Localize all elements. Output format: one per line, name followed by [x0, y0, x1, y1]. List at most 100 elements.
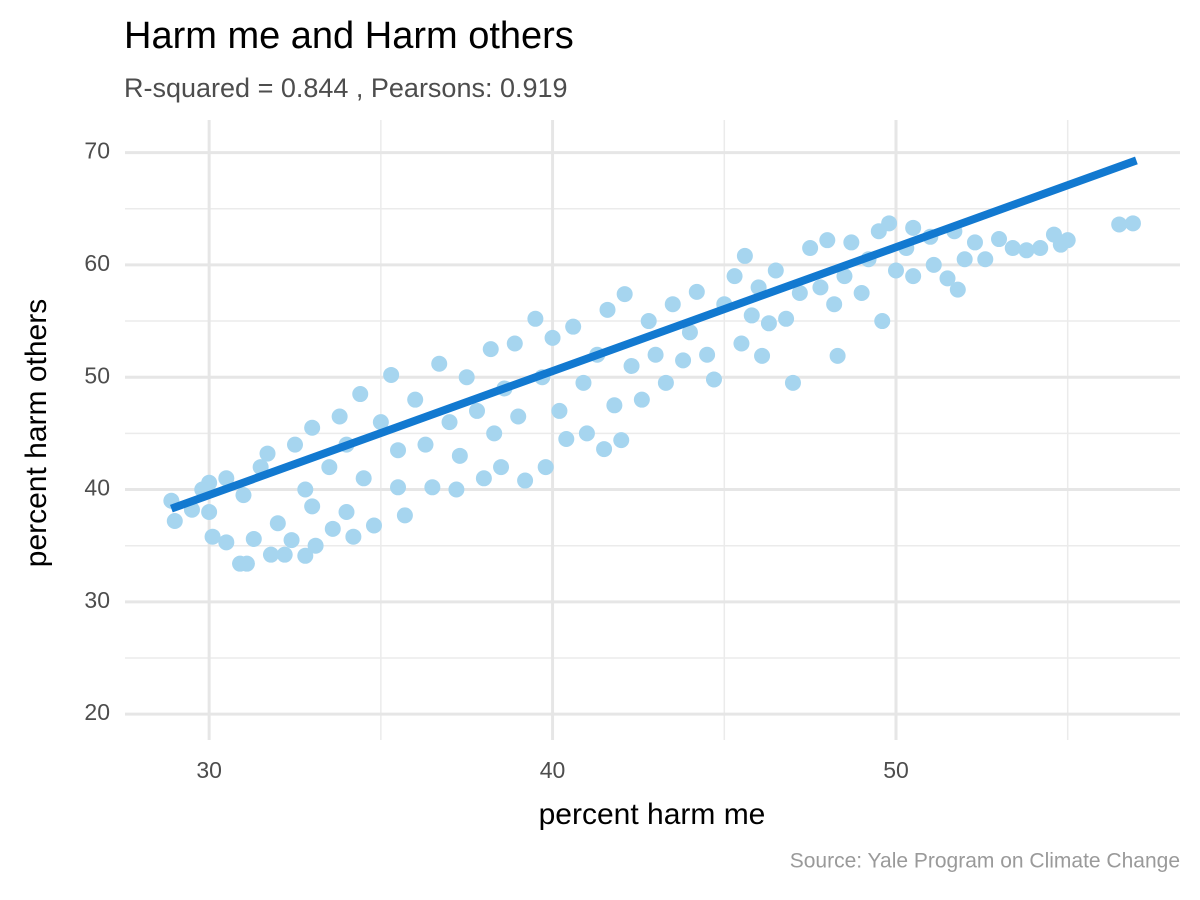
point — [469, 402, 486, 419]
x-tick-label: 40 — [540, 757, 566, 783]
point — [949, 281, 966, 298]
point — [881, 215, 898, 232]
point — [431, 355, 448, 372]
y-tick-label: 70 — [84, 138, 110, 164]
point — [640, 313, 657, 330]
point — [853, 284, 870, 301]
point — [259, 445, 276, 462]
point — [784, 374, 801, 391]
point — [887, 262, 904, 279]
point — [616, 286, 633, 303]
point — [558, 430, 575, 447]
grid: 30 40 50 20 30 40 50 60 70 — [84, 120, 1180, 783]
point — [338, 503, 355, 520]
point — [905, 268, 922, 285]
point — [245, 530, 262, 547]
point — [657, 374, 674, 391]
point — [383, 366, 400, 383]
point — [517, 472, 534, 489]
point — [726, 268, 743, 285]
y-tick-label: 40 — [84, 475, 110, 501]
point — [544, 329, 561, 346]
point — [396, 507, 413, 524]
point — [819, 232, 836, 249]
point — [390, 479, 407, 496]
point — [407, 391, 424, 408]
point — [966, 234, 983, 251]
point — [269, 515, 286, 532]
point — [424, 479, 441, 496]
point — [475, 470, 492, 487]
point — [778, 310, 795, 327]
point — [829, 347, 846, 364]
point — [283, 532, 300, 549]
chart-subtitle: R-squared = 0.844 , Pearsons: 0.919 — [124, 73, 568, 103]
marks — [163, 156, 1141, 572]
x-axis-title: percent harm me — [539, 798, 766, 831]
point — [441, 414, 458, 431]
point — [486, 425, 503, 442]
point — [331, 408, 348, 425]
point — [537, 459, 554, 476]
point — [812, 279, 829, 296]
point — [390, 442, 407, 459]
point — [905, 219, 922, 236]
point — [578, 425, 595, 442]
point — [1004, 240, 1021, 257]
caption: Source: Yale Program on Climate Change — [790, 850, 1180, 873]
point — [760, 315, 777, 332]
point — [324, 520, 341, 537]
point — [681, 324, 698, 341]
point — [365, 517, 382, 534]
point — [843, 234, 860, 251]
point — [664, 296, 681, 313]
point — [1032, 240, 1049, 257]
point — [826, 296, 843, 313]
point — [276, 546, 293, 563]
y-tick-label: 50 — [84, 362, 110, 388]
point — [699, 346, 716, 363]
point — [204, 528, 221, 545]
point — [286, 436, 303, 453]
y-tick-label: 60 — [84, 250, 110, 276]
point — [262, 546, 279, 563]
point — [623, 357, 640, 374]
point — [925, 256, 942, 273]
point — [510, 408, 527, 425]
point — [297, 481, 314, 498]
point — [991, 231, 1008, 248]
point — [551, 402, 568, 419]
point — [218, 470, 235, 487]
point — [417, 436, 434, 453]
point — [1111, 216, 1128, 233]
point — [874, 313, 891, 330]
point — [791, 284, 808, 301]
chart-title: Harm me and Harm others — [124, 15, 574, 57]
point — [565, 318, 582, 335]
point — [482, 341, 499, 358]
point — [235, 487, 252, 504]
y-tick-label: 30 — [84, 587, 110, 613]
y-tick-label: 20 — [84, 699, 110, 725]
point — [166, 512, 183, 529]
point — [754, 347, 771, 364]
point — [599, 301, 616, 318]
point — [458, 369, 475, 386]
point — [355, 470, 372, 487]
point — [705, 371, 722, 388]
point — [201, 474, 218, 491]
point — [575, 374, 592, 391]
point — [733, 335, 750, 352]
point — [238, 555, 255, 572]
point — [448, 481, 465, 498]
x-tick-label: 30 — [196, 757, 222, 783]
point — [352, 386, 369, 403]
point — [321, 459, 338, 476]
point — [802, 240, 819, 257]
point — [297, 547, 314, 564]
point — [1059, 232, 1076, 249]
point — [307, 537, 324, 554]
point — [647, 346, 664, 363]
point — [956, 251, 973, 268]
